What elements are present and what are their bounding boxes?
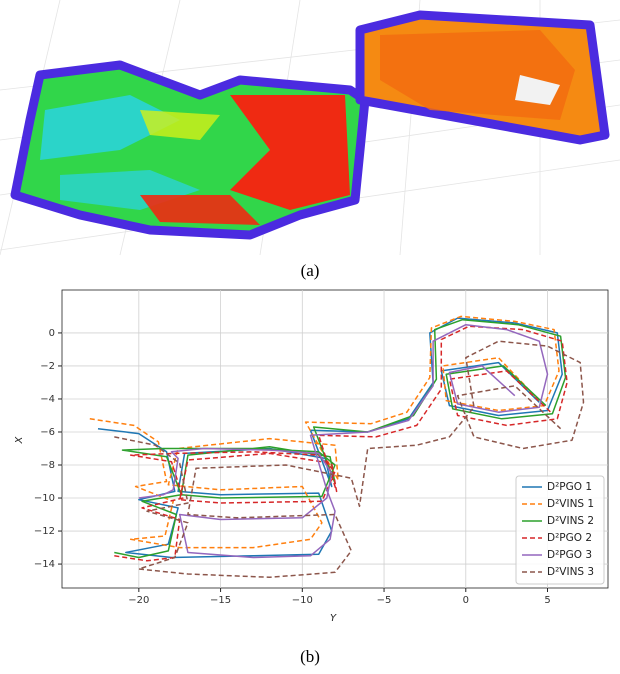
legend-label: D²PGO 3 <box>547 549 592 561</box>
x-tick-label: 0 <box>463 595 469 606</box>
y-tick-label: −12 <box>34 526 55 537</box>
legend-label: D²PGO 1 <box>547 481 592 493</box>
x-tick-label: 5 <box>544 595 550 606</box>
x-tick-label: −10 <box>292 595 313 606</box>
legend-label: D²PGO 2 <box>547 532 592 544</box>
legend-label: D²VINS 3 <box>547 566 594 578</box>
y-tick-label: −2 <box>40 361 55 372</box>
legend-label: D²VINS 2 <box>547 515 594 527</box>
y-tick-label: −6 <box>40 427 55 438</box>
legend: D²PGO 1 D²VINS 1 D²VINS 2 D²PGO 2 D²PGO 3 D²V… <box>516 476 604 584</box>
y-tick-label: −4 <box>40 394 55 405</box>
x-tick-label: −20 <box>128 595 149 606</box>
y-tick-label: −8 <box>40 460 55 471</box>
x-tick-label: −5 <box>377 595 392 606</box>
point-cloud <box>0 0 620 255</box>
y-tick-label: −14 <box>34 559 55 570</box>
figure: (a) −20 −15 −10 −5 0 5 0 −2 −4 −6 −8 −10 −12 −14 D²PGO… <box>0 0 620 674</box>
y-tick-label: −10 <box>34 493 55 504</box>
x-axis-label: Y <box>330 613 337 624</box>
legend-label: D²VINS 1 <box>547 498 594 510</box>
x-tick-label: −15 <box>210 595 231 606</box>
y-axis-label: X <box>14 435 25 444</box>
trajectory-line <box>98 318 562 557</box>
caption-a: (a) <box>301 261 320 280</box>
caption-b: (b) <box>300 647 320 666</box>
y-tick-label: 0 <box>49 328 55 339</box>
